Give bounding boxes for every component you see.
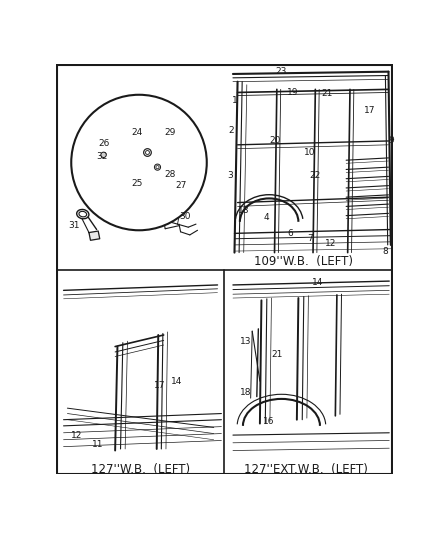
Text: 127''W.B.  (LEFT): 127''W.B. (LEFT) [91,463,190,477]
Text: 17: 17 [154,381,166,390]
Text: 25: 25 [131,179,142,188]
Ellipse shape [77,209,89,219]
Text: 19: 19 [286,88,298,97]
Text: 2: 2 [229,126,234,135]
Text: 3: 3 [228,171,233,180]
Circle shape [145,151,149,155]
Text: 109''W.B.  (LEFT): 109''W.B. (LEFT) [254,255,353,268]
Text: 20: 20 [270,136,281,144]
Text: 17: 17 [364,106,375,115]
Circle shape [155,164,161,170]
Polygon shape [113,147,119,159]
Text: 4: 4 [264,213,270,222]
Circle shape [144,149,151,156]
Text: 16: 16 [263,417,275,426]
Text: 28: 28 [164,169,176,179]
Circle shape [156,166,159,168]
Text: 9: 9 [388,136,394,146]
Text: 11: 11 [92,440,104,449]
Polygon shape [150,137,174,185]
Text: 21: 21 [271,350,283,359]
Text: 12: 12 [325,239,336,248]
Text: 6: 6 [287,229,293,238]
Text: 32: 32 [96,152,108,161]
Text: 21: 21 [321,88,332,98]
Polygon shape [89,231,100,240]
Text: 22: 22 [310,171,321,180]
Text: 30: 30 [180,212,191,221]
Text: 18: 18 [240,388,252,397]
Text: 127''EXT.W.B.  (LEFT): 127''EXT.W.B. (LEFT) [244,463,368,477]
Text: 7: 7 [307,234,313,243]
Polygon shape [119,141,145,180]
Ellipse shape [79,212,87,217]
Text: 27: 27 [175,181,186,190]
Text: 10: 10 [304,148,316,157]
Text: 8: 8 [382,247,388,255]
Text: 12: 12 [71,431,82,440]
Text: 23: 23 [275,67,286,76]
Text: 14: 14 [312,278,323,287]
Text: 24: 24 [131,128,142,137]
Text: 14: 14 [171,377,182,386]
Text: 1: 1 [232,95,237,104]
Circle shape [71,95,207,230]
Text: 18: 18 [238,206,250,215]
Text: 31: 31 [69,221,80,230]
Circle shape [101,152,106,158]
Text: 26: 26 [98,139,109,148]
Text: 29: 29 [164,128,176,137]
Text: 13: 13 [240,337,252,346]
